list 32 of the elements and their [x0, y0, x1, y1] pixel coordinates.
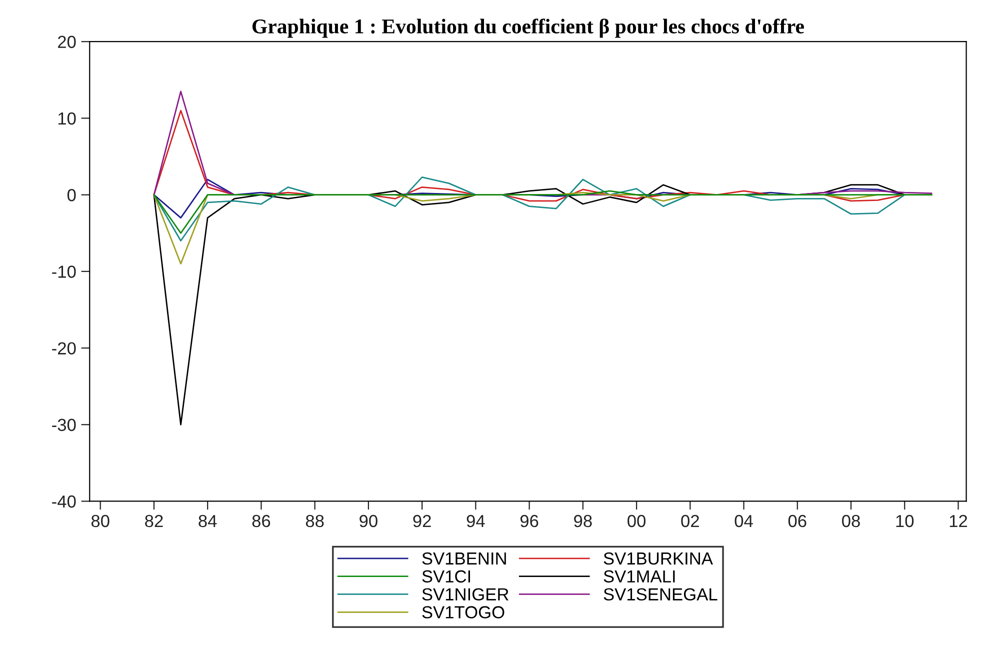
y-tick-label: 20	[58, 36, 76, 48]
x-tick-label: 90	[360, 514, 378, 528]
x-tick-label: 08	[842, 514, 860, 528]
y-tick-label: 0	[67, 188, 76, 202]
x-tick-label: 86	[252, 514, 270, 528]
y-tick-label: -10	[52, 266, 76, 278]
legend-label: SV1TOGO	[422, 606, 504, 618]
x-tick-label: 04	[734, 514, 753, 528]
x-tick-label: 82	[145, 514, 163, 528]
x-tick-label: 84	[198, 514, 217, 528]
y-tick-label: -30	[52, 418, 76, 432]
x-tick-label: 96	[520, 514, 538, 528]
chart-title: Graphique 1 : Evolution du coefficient β pour les chocs d'offre	[252, 18, 804, 38]
legend-label: SV1SENEGAL	[604, 588, 718, 600]
x-tick-label: 92	[413, 514, 431, 528]
x-tick-label: 98	[574, 514, 592, 528]
legend-label: SV1BENIN	[422, 552, 506, 565]
x-tick-label: 12	[950, 514, 968, 528]
x-tick-label: 00	[628, 514, 646, 528]
legend-label: SV1NIGER	[422, 588, 508, 600]
y-tick-label: 10	[58, 112, 76, 125]
legend-label: SV1MALI	[604, 570, 675, 583]
y-tick-label: -40	[52, 495, 76, 508]
x-tick-label: 06	[788, 514, 806, 528]
legend-label: SV1BURKINA	[604, 552, 713, 565]
y-tick-label: -20	[52, 342, 76, 354]
legend-label: SV1CI	[422, 570, 470, 583]
x-tick-label: 88	[306, 514, 324, 528]
x-tick-label: 10	[896, 514, 914, 528]
x-tick-label: 94	[466, 514, 485, 528]
x-tick-label: 80	[91, 514, 110, 528]
x-tick-label: 02	[681, 514, 699, 528]
